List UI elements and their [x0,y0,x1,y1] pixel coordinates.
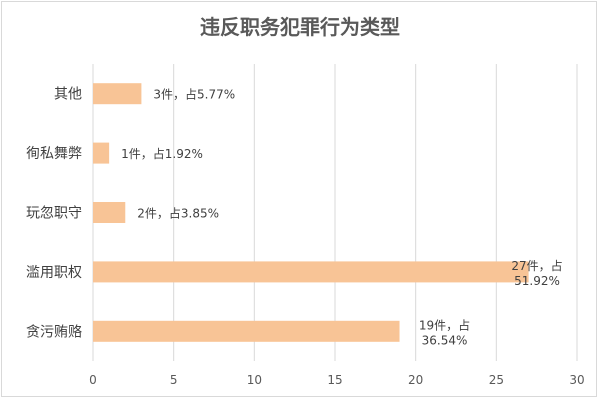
x-tick-label: 30 [569,373,584,387]
category-label: 滥用职权 [26,265,82,281]
data-label-line: 51.92% [514,274,560,288]
data-label: 1件，占1.92% [121,146,203,161]
chart-title: 违反职务犯罪行为类型 [200,15,400,39]
data-label-line: 36.54% [422,333,468,347]
x-tick-label: 0 [89,373,97,387]
data-label: 3件，占5.77% [153,87,235,102]
x-tick-label: 5 [170,373,178,387]
x-tick-label: 10 [247,373,262,387]
category-label: 其他 [54,87,82,103]
data-label-line: 27件，占 [511,258,562,273]
category-label: 贪污贿赂 [26,324,82,340]
bar [93,142,110,164]
bar [93,261,529,283]
category-label: 玩忽职守 [26,206,82,222]
data-label-line: 19件，占 [419,317,470,332]
gridlines [92,64,578,361]
data-label: 2件，占3.85% [137,206,219,221]
bar [93,83,142,105]
x-tick-label: 15 [327,373,342,387]
data-label: 27件，占 51.92% [511,258,562,288]
x-tick-labels: 0 5 10 15 20 25 30 [89,373,584,387]
data-labels: 3件，占5.77% 1件，占1.92% 2件，占3.85% 27件，占 51.92% 19… [121,87,563,348]
bar [93,202,126,223]
category-label: 徇私舞弊 [26,146,82,162]
bar [93,320,400,342]
data-label: 19件，占 36.54% [419,317,470,347]
x-tick-label: 25 [489,373,504,387]
bars [93,83,529,342]
x-tick-label: 20 [408,373,423,387]
